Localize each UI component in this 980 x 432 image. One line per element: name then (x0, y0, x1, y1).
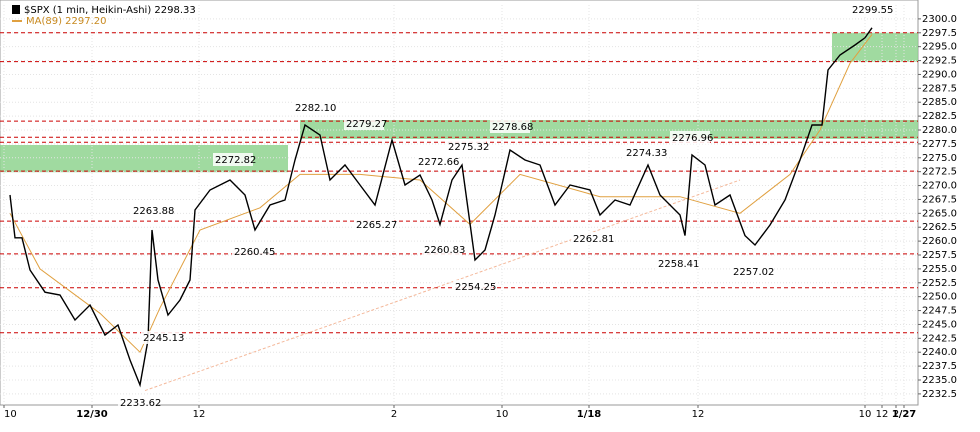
y-tick-label: 2290.0 (922, 69, 957, 80)
annotation-box (453, 280, 493, 293)
annotation-box (850, 3, 890, 16)
annotation-box (446, 140, 486, 153)
annotation: 2263.88 (133, 206, 174, 217)
y-tick-label: 2272.5 (922, 167, 957, 178)
annotation: 2276.96 (672, 133, 713, 144)
x-tick-label: 1/18 (577, 409, 602, 420)
zone (832, 32, 918, 62)
annotation-box (416, 155, 456, 168)
y-tick-label: 2245.0 (922, 319, 957, 330)
y-tick-label: 2250.0 (922, 292, 957, 303)
annotation-box (344, 117, 384, 130)
trendline (144, 179, 741, 392)
annotation-box (354, 218, 394, 231)
annotation: 2245.13 (143, 333, 184, 344)
y-tick-label: 2247.5 (922, 306, 957, 317)
y-tick-label: 2275.0 (922, 153, 957, 164)
annotation-box (656, 257, 696, 270)
ma-line (9, 34, 873, 354)
x-tick-label: 12 (692, 409, 705, 420)
annotation: 2279.27 (346, 119, 387, 130)
symbol-icon (12, 5, 20, 14)
y-tick-label: 2235.0 (922, 375, 957, 386)
annotation: 2260.83 (424, 245, 465, 256)
y-tick-label: 2237.5 (922, 361, 957, 372)
annotation-box (624, 146, 664, 159)
annotation-box (213, 153, 253, 166)
annotation-box (293, 101, 333, 114)
annotation: 2282.10 (295, 103, 336, 114)
annotation: 2274.33 (626, 148, 667, 159)
y-tick-label: 2267.5 (922, 194, 957, 205)
annotation: 2258.41 (658, 259, 699, 270)
annotation: 2272.82 (215, 155, 256, 166)
annotation: 2254.25 (455, 282, 496, 293)
x-tick-label: 12/30 (76, 409, 108, 420)
y-tick-label: 2242.5 (922, 333, 957, 344)
x-tick-label: 10 (496, 409, 509, 420)
y-tick-label: 2270.0 (922, 181, 957, 192)
x-tick-label: 10 (859, 409, 872, 420)
annotation-box (490, 120, 530, 133)
annotation: 2257.02 (733, 267, 774, 278)
zone (300, 120, 918, 139)
annotation: 2272.66 (418, 157, 459, 168)
y-tick-label: 2292.5 (922, 56, 957, 67)
y-tick-label: 2255.0 (922, 264, 957, 275)
x-tick-label: 1/27 (892, 409, 917, 420)
annotation: 2265.27 (356, 220, 397, 231)
annotation: 2275.32 (448, 142, 489, 153)
annotation: 2278.68 (492, 122, 533, 133)
y-tick-label: 2285.0 (922, 97, 957, 108)
y-tick-label: 2295.0 (922, 42, 957, 53)
y-tick-label: 2282.5 (922, 111, 957, 122)
background-layer (0, 5, 918, 405)
annotation-box (670, 131, 710, 144)
y-tick-label: 2287.5 (922, 83, 957, 94)
annotation-box (131, 204, 171, 217)
chart-title: $SPX (1 min, Heikin-Ashi) 2298.33 (24, 5, 196, 16)
x-tick-label: 2 (893, 409, 899, 420)
y-tick-label: 2300.0 (922, 14, 957, 25)
y-tick-label: 2265.0 (922, 208, 957, 219)
annotation-box (232, 245, 272, 258)
foreground-layer: 2299.55 2282.10 2279.27 2278.68 2276.96 2275.… (9, 3, 893, 409)
y-tick-label: 2240.0 (922, 347, 957, 358)
annotation-box (141, 331, 181, 344)
annotation-box (118, 396, 158, 409)
y-tick-label: 2257.5 (922, 250, 957, 261)
annotation-box (422, 243, 462, 256)
annotation: 2233.62 (120, 398, 161, 409)
price-line (9, 27, 873, 388)
y-tick-label: 2262.5 (922, 222, 957, 233)
y-tick-label: 2280.0 (922, 125, 957, 136)
x-tick-label: 2 (391, 409, 397, 420)
y-tick-label: 2252.5 (922, 278, 957, 289)
y-tick-label: 2277.5 (922, 139, 957, 150)
annotation-box (731, 265, 771, 278)
x-tick-label: 12 (193, 409, 206, 420)
y-tick-label: 2232.5 (922, 389, 957, 400)
annotation-box (571, 232, 611, 245)
x-tick-label: 12 (876, 409, 889, 420)
annotation: 2260.45 (234, 247, 275, 258)
y-tick-label: 2260.0 (922, 236, 957, 247)
annotation: 2262.81 (573, 234, 614, 245)
ma-legend: MA(89) 2297.20 (26, 16, 107, 27)
annotation: 2299.55 (852, 5, 893, 16)
x-tick-label: 10 (4, 409, 17, 420)
y-tick-label: 2297.5 (922, 28, 957, 39)
